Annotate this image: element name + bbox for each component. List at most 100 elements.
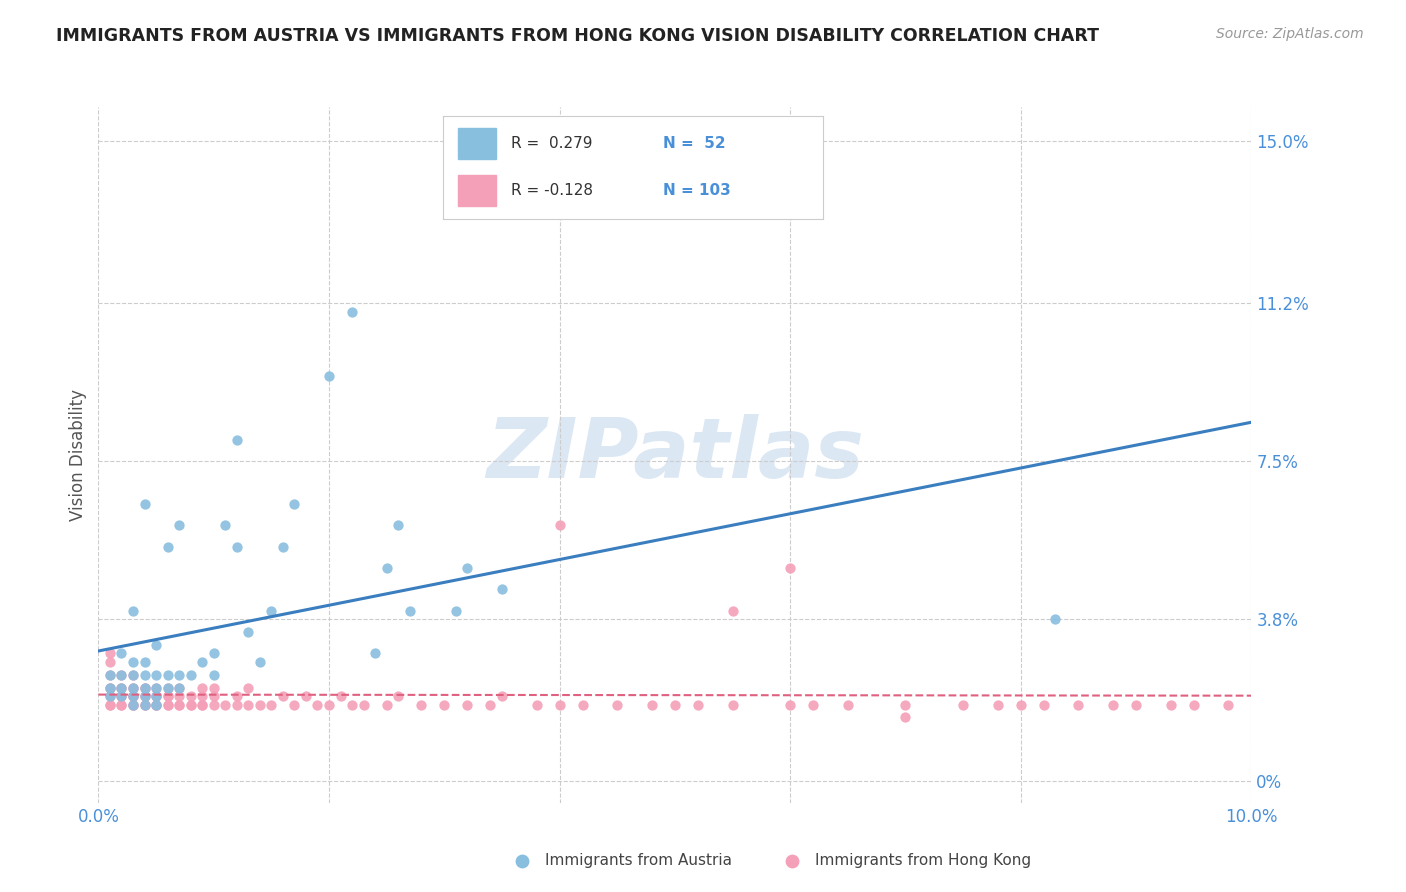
Point xyxy=(340,698,363,712)
Point xyxy=(202,689,225,703)
Point xyxy=(156,698,179,712)
Point xyxy=(202,647,225,661)
Point xyxy=(779,561,801,575)
Text: R = -0.128: R = -0.128 xyxy=(512,184,593,198)
Point xyxy=(122,698,145,712)
Text: N =  52: N = 52 xyxy=(664,136,725,151)
Point xyxy=(1160,698,1182,712)
Point xyxy=(110,689,132,703)
Point xyxy=(110,681,132,695)
Text: ZIPatlas: ZIPatlas xyxy=(486,415,863,495)
Point xyxy=(145,681,167,695)
Point xyxy=(1125,698,1147,712)
Point xyxy=(122,604,145,618)
Point xyxy=(122,681,145,695)
Point xyxy=(456,561,478,575)
Point xyxy=(180,667,202,681)
Point xyxy=(225,433,247,447)
Point xyxy=(145,689,167,703)
Point xyxy=(134,698,156,712)
Point xyxy=(225,540,247,554)
Point xyxy=(664,698,686,712)
Point xyxy=(214,698,236,712)
Point xyxy=(238,681,260,695)
Point xyxy=(837,698,859,712)
Point xyxy=(122,689,145,703)
Point xyxy=(134,681,156,695)
Point xyxy=(329,689,352,703)
Point xyxy=(180,698,202,712)
Point xyxy=(156,681,179,695)
Point xyxy=(411,698,433,712)
Point xyxy=(145,698,167,712)
Point xyxy=(1102,698,1125,712)
Text: Immigrants from Hong Kong: Immigrants from Hong Kong xyxy=(815,854,1032,868)
Point xyxy=(987,698,1010,712)
Point xyxy=(134,698,156,712)
Point xyxy=(134,689,156,703)
Point xyxy=(98,698,121,712)
Point xyxy=(202,667,225,681)
Point xyxy=(167,681,190,695)
Point xyxy=(191,689,214,703)
Point xyxy=(340,305,363,319)
Text: Source: ZipAtlas.com: Source: ZipAtlas.com xyxy=(1216,27,1364,41)
Point xyxy=(894,698,917,712)
Point xyxy=(122,689,145,703)
Point xyxy=(145,698,167,712)
Point xyxy=(260,698,283,712)
Point xyxy=(110,698,132,712)
Point xyxy=(156,689,179,703)
Point xyxy=(260,604,283,618)
Point xyxy=(110,681,132,695)
Point xyxy=(375,698,398,712)
Point xyxy=(110,689,132,703)
Point xyxy=(167,698,190,712)
Point xyxy=(510,854,533,868)
Point xyxy=(98,689,121,703)
Point xyxy=(167,681,190,695)
Text: IMMIGRANTS FROM AUSTRIA VS IMMIGRANTS FROM HONG KONG VISION DISABILITY CORRELATI: IMMIGRANTS FROM AUSTRIA VS IMMIGRANTS FR… xyxy=(56,27,1099,45)
Point xyxy=(548,518,571,533)
Point xyxy=(238,698,260,712)
Point xyxy=(122,655,145,669)
Point xyxy=(98,681,121,695)
Point xyxy=(249,698,271,712)
Text: N = 103: N = 103 xyxy=(664,184,731,198)
Point xyxy=(214,518,236,533)
Point xyxy=(156,540,179,554)
Point xyxy=(641,698,664,712)
Point xyxy=(180,698,202,712)
Point xyxy=(134,681,156,695)
Point xyxy=(526,698,548,712)
Bar xyxy=(458,128,496,159)
Point xyxy=(686,698,709,712)
Point xyxy=(145,638,167,652)
Point xyxy=(98,667,121,681)
Bar xyxy=(458,176,496,206)
Point xyxy=(1067,698,1090,712)
Point xyxy=(318,698,340,712)
Point xyxy=(191,655,214,669)
Point xyxy=(491,689,513,703)
Point xyxy=(364,647,387,661)
Point xyxy=(721,698,744,712)
Point xyxy=(1218,698,1240,712)
Point xyxy=(134,689,156,703)
Point xyxy=(387,518,409,533)
Point xyxy=(721,604,744,618)
Point xyxy=(167,689,190,703)
Point xyxy=(98,655,121,669)
Point xyxy=(271,540,294,554)
Point xyxy=(353,698,375,712)
Point xyxy=(98,689,121,703)
Text: R =  0.279: R = 0.279 xyxy=(512,136,593,151)
Point xyxy=(225,698,247,712)
Point xyxy=(782,854,804,868)
Point xyxy=(110,667,132,681)
Point xyxy=(779,698,801,712)
Point xyxy=(98,647,121,661)
Point xyxy=(202,681,225,695)
Point xyxy=(1032,698,1054,712)
Point xyxy=(433,698,456,712)
